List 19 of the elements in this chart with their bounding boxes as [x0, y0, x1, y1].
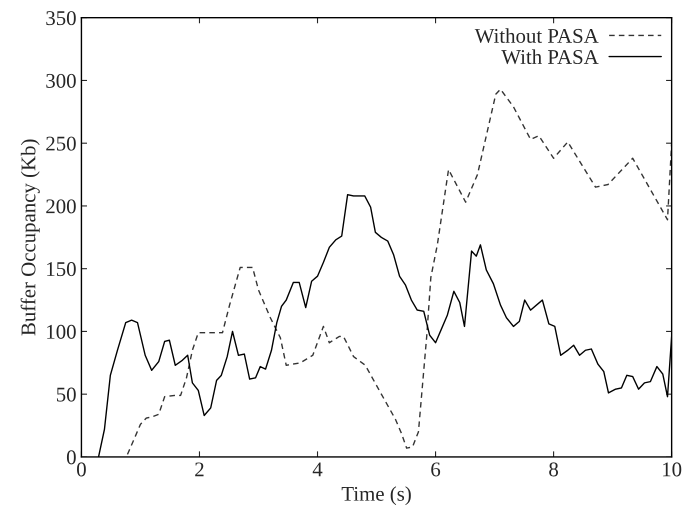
- y-tick-label: 350: [46, 11, 76, 26]
- legend-label: With PASA: [501, 49, 599, 64]
- y-axis-title: Buffer Occupancy (Kb): [20, 140, 40, 336]
- y-tick-label: 250: [46, 136, 76, 151]
- y-tick-label: 50: [56, 388, 76, 402]
- x-tick-label: 4: [312, 462, 322, 476]
- x-tick-label: 8: [549, 462, 558, 476]
- legend-label: Without PASA: [474, 28, 599, 44]
- y-tick-label: 100: [47, 324, 76, 339]
- x-tick-label: 0: [77, 462, 86, 476]
- y-tick-label: 300: [46, 74, 76, 88]
- x-tick-label: 6: [431, 462, 440, 476]
- line-series: [126, 88, 672, 456]
- x-tick-label: 10: [663, 462, 682, 476]
- y-tick-label: 150: [47, 262, 76, 276]
- x-axis-title: Time (s): [342, 486, 411, 506]
- y-tick-label: 200: [46, 199, 76, 214]
- y-tick-label: 0: [66, 450, 76, 464]
- x-tick-label: 2: [195, 462, 204, 476]
